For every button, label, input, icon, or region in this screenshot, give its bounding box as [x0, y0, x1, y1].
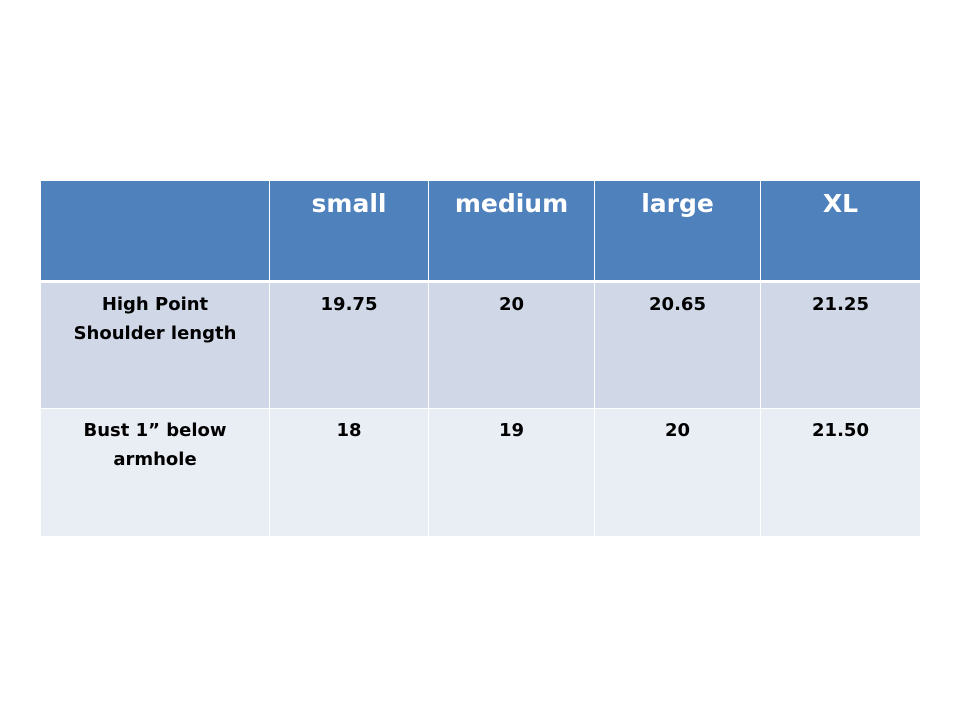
header-cell-xl: XL: [760, 180, 921, 282]
header-cell-medium: medium: [428, 180, 595, 282]
row-label: High Point Shoulder length: [40, 281, 270, 409]
table-cell: 18: [269, 408, 429, 537]
table-cell: 19: [428, 408, 595, 537]
header-cell-empty: [40, 180, 270, 282]
table-cell: 19.75: [269, 281, 429, 409]
row-label-line: Shoulder length: [73, 323, 237, 344]
table-row: High Point Shoulder length 19.75 20 20.65…: [40, 281, 921, 409]
table-cell: 21.50: [760, 408, 921, 537]
row-label: Bust 1” below armhole: [40, 408, 270, 537]
table-cell: 20: [428, 281, 595, 409]
header-cell-small: small: [269, 180, 429, 282]
header-cell-large: large: [594, 180, 761, 282]
size-chart-table: small medium large XL High Point Shoulder…: [40, 180, 921, 537]
row-label-line: Bust 1” below: [83, 420, 227, 441]
table-row: Bust 1” below armhole 18 19 20 21.50: [40, 408, 921, 537]
table-cell: 20.65: [594, 281, 761, 409]
row-label-line: High Point: [101, 294, 209, 315]
table-cell: 20: [594, 408, 761, 537]
header-row: small medium large XL: [40, 180, 921, 282]
row-label-line: armhole: [113, 449, 197, 470]
table-cell: 21.25: [760, 281, 921, 409]
